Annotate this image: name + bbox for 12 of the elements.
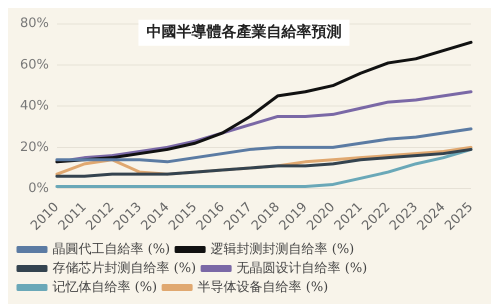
legend-label: 存储芯片封测自给率 (%) (52, 260, 196, 276)
y-tick-label: 80% (20, 16, 49, 32)
y-tick-label: 40% (20, 98, 49, 114)
legend-label: 无晶圆设计自给率 (%) (236, 260, 368, 276)
legend-label: 半导体设备自给率 (%) (198, 278, 328, 295)
chart-title: 中國半導體各產業自給率預測 (146, 22, 342, 41)
legend-label: 逻辑封测封测自给率 (%) (210, 240, 354, 257)
y-tick-label: 60% (20, 57, 49, 72)
legend-label: 记忆体自给率 (%) (52, 278, 158, 295)
y-tick-label: 20% (20, 140, 49, 155)
legend-label: 晶圓代工自給率 (%) (52, 240, 170, 257)
y-tick-label: 0% (28, 180, 49, 196)
